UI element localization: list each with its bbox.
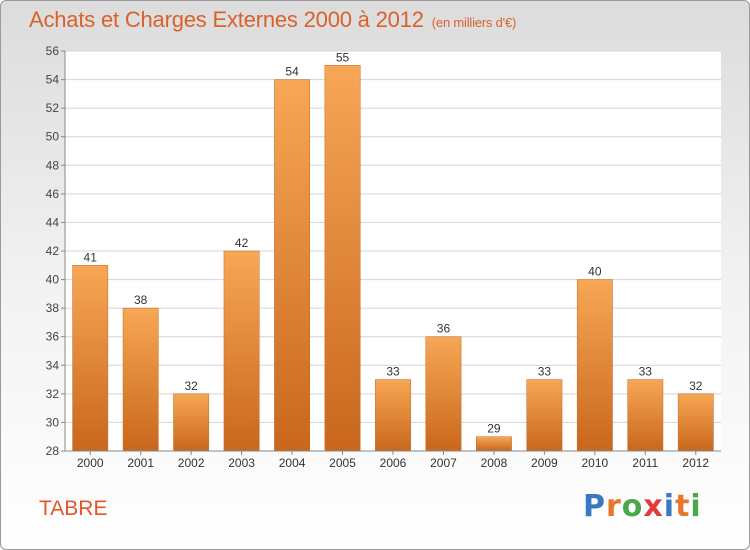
- y-tick-label: 34: [46, 358, 60, 372]
- proxiti-logo: Proxiti: [583, 489, 702, 524]
- y-tick-label: 48: [46, 158, 60, 172]
- y-axis: 28 30 32 34 36 38 40 42 44 46 48 50 52 54 56: [46, 44, 66, 458]
- data-label-2004: 54: [285, 65, 299, 79]
- x-tick-label-2010: 2010: [581, 456, 608, 470]
- logo-letter: t: [675, 489, 691, 524]
- bar-2002: [173, 393, 210, 452]
- x-tick-label-2002: 2002: [178, 456, 205, 470]
- y-tick-label: 36: [46, 330, 60, 344]
- chart-title-text: Achats et Charges Externes 2000 à 2012: [29, 7, 424, 32]
- logo-letter: i: [690, 489, 702, 524]
- data-label-2008: 29: [487, 422, 501, 436]
- y-tick-label: 40: [46, 273, 60, 287]
- bar-2006: [375, 379, 411, 452]
- bar-2005: [324, 65, 361, 452]
- y-tick-label: 52: [46, 101, 60, 115]
- y-tick-label: 44: [46, 215, 60, 229]
- data-label-2003: 42: [235, 236, 249, 250]
- bar-2001: [122, 307, 159, 452]
- x-tick-label-2008: 2008: [481, 456, 508, 470]
- bars: [72, 65, 714, 452]
- chart-subtitle: (en milliers d'€): [431, 15, 517, 30]
- x-tick-label-2007: 2007: [430, 456, 457, 470]
- y-tick-label: 30: [46, 415, 60, 429]
- commune-name: TABRE: [39, 497, 108, 520]
- bar-2004: [274, 79, 310, 452]
- y-tick-label: 54: [46, 73, 60, 87]
- data-label-2005: 55: [336, 50, 350, 64]
- data-labels: 41 38 32 42 54 55 33 36 29 33 40 33 32: [84, 50, 703, 435]
- bar-2009: [526, 379, 563, 452]
- logo-letter: x: [643, 489, 664, 524]
- y-tick-label: 28: [46, 444, 60, 458]
- data-label-2011: 33: [639, 365, 653, 379]
- data-label-2002: 32: [184, 379, 198, 393]
- y-tick-label: 50: [46, 130, 60, 144]
- y-tick-label: 56: [46, 44, 60, 58]
- x-axis: 2000 2001 2002 2003 2004 2005 2006 2007 2008 2009…: [65, 450, 721, 470]
- data-label-2001: 38: [134, 293, 148, 307]
- data-label-2006: 33: [386, 365, 400, 379]
- chart-title: Achats et Charges Externes 2000 à 2012 (e…: [29, 7, 516, 33]
- x-tick-label-2003: 2003: [228, 456, 255, 470]
- x-tick-label-2006: 2006: [380, 456, 407, 470]
- data-label-2010: 40: [588, 265, 602, 279]
- x-tick-label-2001: 2001: [127, 456, 154, 470]
- x-tick-label-2009: 2009: [531, 456, 558, 470]
- data-label-2009: 33: [538, 365, 552, 379]
- bar-2010: [576, 279, 613, 452]
- bar-2000: [72, 265, 109, 452]
- x-tick-label-2012: 2012: [682, 456, 709, 470]
- logo-letter: i: [663, 489, 676, 524]
- bar-2003: [223, 250, 260, 452]
- x-tick-label-2004: 2004: [279, 456, 306, 470]
- bar-2011: [627, 379, 664, 452]
- logo-letter: o: [621, 489, 644, 524]
- logo-letter: r: [606, 489, 622, 524]
- x-tick-label-2000: 2000: [77, 456, 104, 470]
- y-tick-label: 42: [46, 244, 60, 258]
- y-tick-label: 38: [46, 301, 60, 315]
- data-label-2000: 41: [84, 250, 98, 264]
- bar-2008: [476, 436, 512, 452]
- x-tick-label-2011: 2011: [632, 456, 658, 470]
- data-label-2007: 36: [437, 322, 451, 336]
- y-tick-label: 46: [46, 187, 60, 201]
- logo-letter: P: [583, 489, 606, 524]
- data-label-2012: 32: [689, 379, 703, 393]
- x-tick-label-2005: 2005: [329, 456, 356, 470]
- bar-2007: [425, 336, 462, 452]
- y-tick-label: 32: [46, 387, 60, 401]
- bar-2012: [677, 393, 714, 452]
